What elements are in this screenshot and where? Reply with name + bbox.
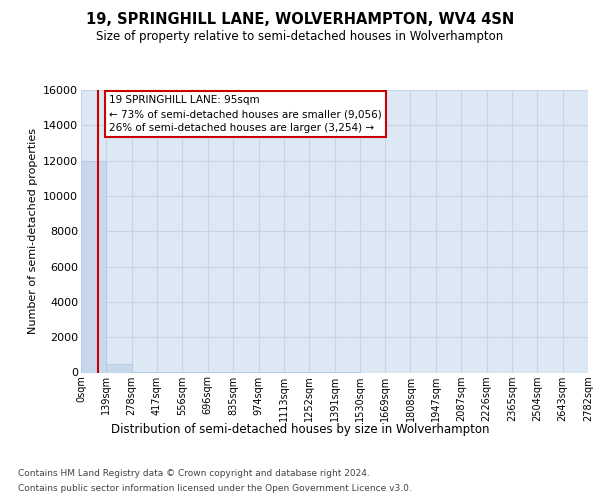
- Text: 19, SPRINGHILL LANE, WOLVERHAMPTON, WV4 4SN: 19, SPRINGHILL LANE, WOLVERHAMPTON, WV4 …: [86, 12, 514, 28]
- Text: Contains HM Land Registry data © Crown copyright and database right 2024.: Contains HM Land Registry data © Crown c…: [18, 469, 370, 478]
- Bar: [106, 364, 131, 372]
- Bar: [81, 160, 106, 372]
- Text: Distribution of semi-detached houses by size in Wolverhampton: Distribution of semi-detached houses by …: [111, 422, 489, 436]
- Y-axis label: Number of semi-detached properties: Number of semi-detached properties: [28, 128, 38, 334]
- Text: 19 SPRINGHILL LANE: 95sqm
← 73% of semi-detached houses are smaller (9,056)
26% : 19 SPRINGHILL LANE: 95sqm ← 73% of semi-…: [109, 96, 382, 134]
- Text: Contains public sector information licensed under the Open Government Licence v3: Contains public sector information licen…: [18, 484, 412, 493]
- Text: Size of property relative to semi-detached houses in Wolverhampton: Size of property relative to semi-detach…: [97, 30, 503, 43]
